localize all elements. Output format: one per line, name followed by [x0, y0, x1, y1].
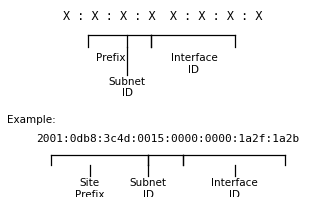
Text: Prefix: Prefix: [96, 53, 126, 63]
Text: Interface
ID: Interface ID: [170, 53, 217, 75]
Text: Interface
ID: Interface ID: [211, 178, 258, 197]
Text: Subnet
ID: Subnet ID: [109, 77, 146, 98]
Text: Site
Prefix: Site Prefix: [75, 178, 104, 197]
Text: 2001:0db8:3c4d:0015:0000:0000:1a2f:1a2b: 2001:0db8:3c4d:0015:0000:0000:1a2f:1a2b: [36, 134, 300, 144]
Text: Subnet
ID: Subnet ID: [130, 178, 167, 197]
Text: Example:: Example:: [7, 115, 55, 125]
Text: X : X : X : X  X : X : X : X: X : X : X : X X : X : X : X: [63, 10, 263, 23]
